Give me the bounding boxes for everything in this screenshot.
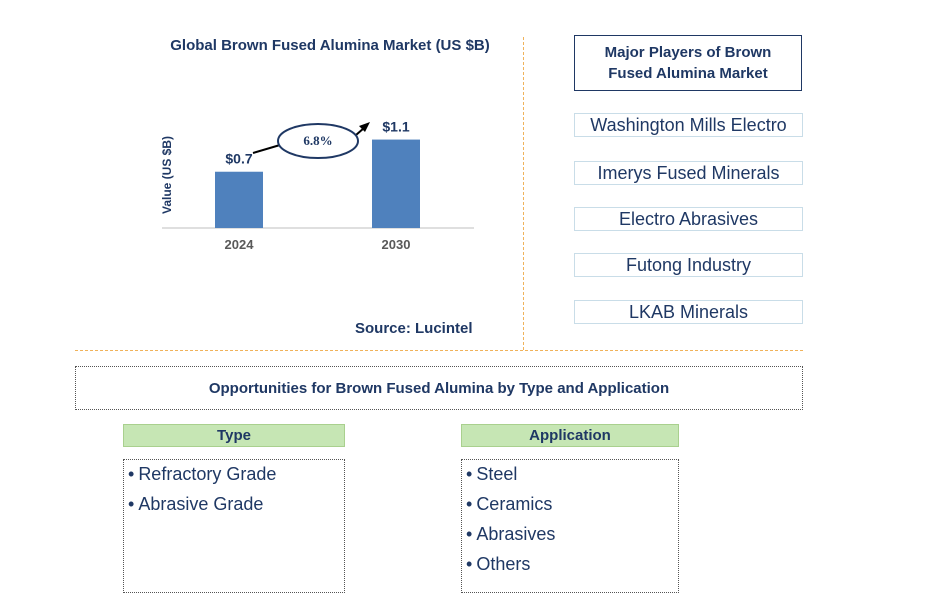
player-item: LKAB Minerals (574, 300, 803, 324)
list-item: • Abrasives (466, 524, 556, 544)
data-label: $0.7 (225, 151, 252, 167)
player-item: Washington Mills Electro (574, 113, 803, 137)
bullet-icon: • (466, 524, 473, 544)
list-item: • Steel (466, 464, 518, 484)
players-title: Major Players of Brown Fused Alumina Mar… (574, 35, 802, 91)
data-label: $1.1 (382, 119, 409, 135)
bullet-icon: • (128, 464, 135, 484)
vertical-divider (523, 37, 524, 350)
type-list: • Refractory Grade • Abrasive Grade (123, 459, 345, 593)
application-list: • Steel • Ceramics • Abrasives • Others (461, 459, 679, 593)
bullet-icon: • (466, 494, 473, 514)
cagr-annotation: 6.8% (252, 122, 370, 159)
player-item: Futong Industry (574, 253, 803, 277)
list-item: • Ceramics (466, 494, 553, 514)
chart-title: Global Brown Fused Alumina Market (US $B… (170, 37, 490, 54)
type-header: Type (123, 424, 345, 447)
horizontal-divider (75, 350, 803, 351)
bullet-icon: • (466, 464, 473, 484)
bar-chart: Value (US $B) $0.7 2024 $1.1 2030 6.8% (160, 119, 474, 252)
player-item: Electro Abrasives (574, 207, 803, 231)
bar-2024 (215, 171, 263, 228)
application-header: Application (461, 424, 679, 447)
bar-2030 (372, 139, 420, 228)
list-item: • Abrasive Grade (128, 494, 264, 514)
cagr-arrow-left (252, 144, 281, 154)
player-item: Imerys Fused Minerals (574, 161, 803, 185)
cagr-ellipse (277, 123, 359, 159)
x-tick-label: 2024 (225, 237, 255, 252)
cagr-label: 6.8% (303, 133, 332, 148)
opportunities-title: Opportunities for Brown Fused Alumina by… (75, 366, 803, 410)
bullet-icon: • (128, 494, 135, 514)
bullet-icon: • (466, 554, 473, 574)
y-axis-label: Value (US $B) (160, 136, 174, 214)
arrow-head-icon (359, 122, 370, 132)
list-item: • Others (466, 554, 531, 574)
source-note: Source: Lucintel (355, 320, 473, 337)
list-item: • Refractory Grade (128, 464, 277, 484)
x-tick-label: 2030 (382, 237, 411, 252)
